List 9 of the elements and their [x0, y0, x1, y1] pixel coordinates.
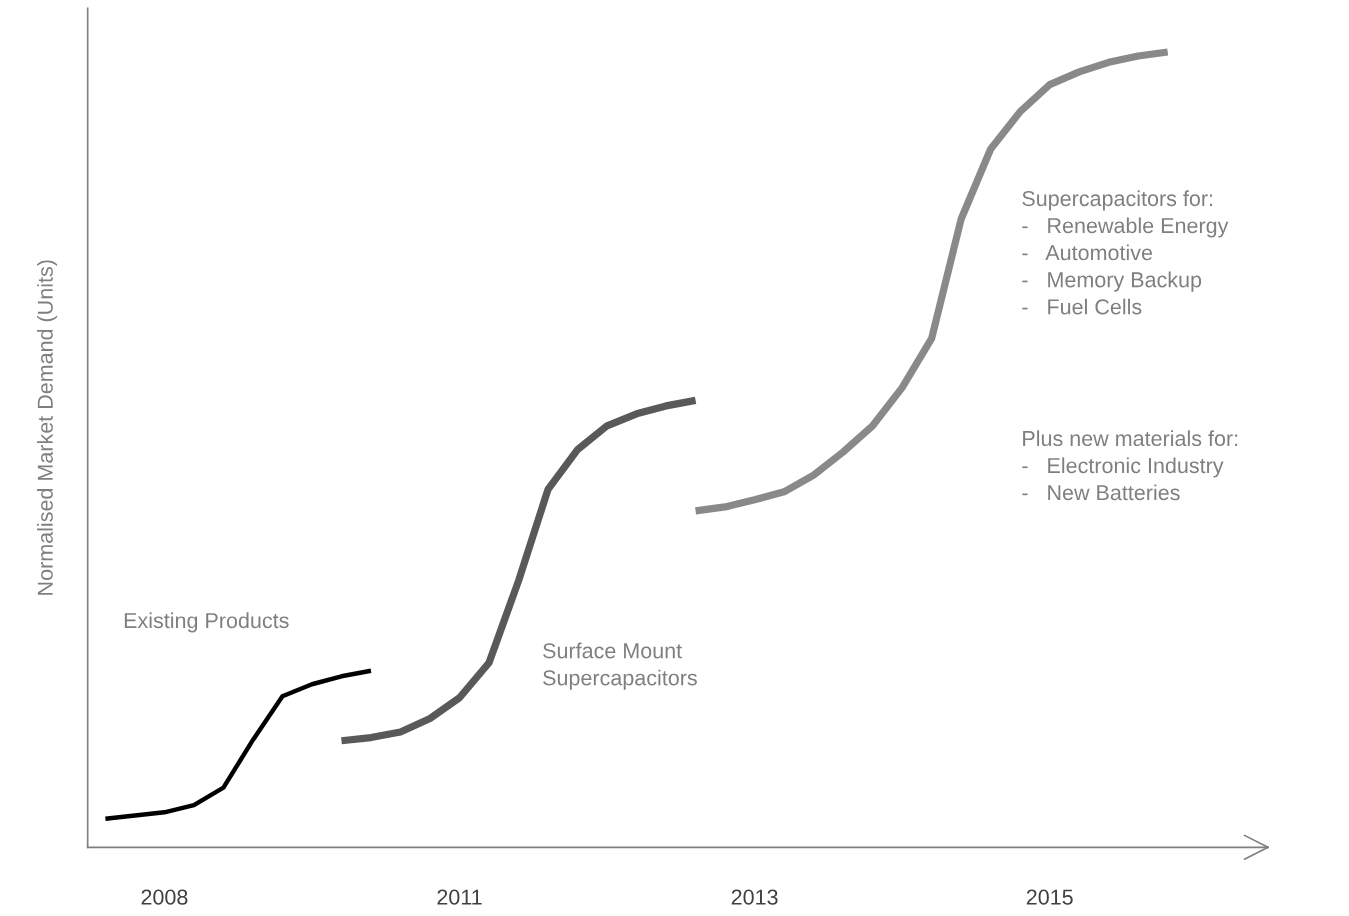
- annotation: Supercapacitors for: - Renewable Energy - Automotive - Memory Backup - Fuel Cells: [1022, 190, 1229, 315]
- annotation: Plus new materials for: - Electronic Industry - New Batteries: [1022, 430, 1238, 501]
- x-tick-label: 2008: [141, 889, 188, 905]
- x-tick-label: 2015: [1026, 889, 1073, 905]
- x-tick-label: 2011: [437, 889, 482, 905]
- x-tick-label: 2013: [731, 889, 778, 905]
- annotation: Surface Mount Supercapacitors: [543, 642, 697, 690]
- y-axis-title: Normalised Market Demand (Units): [37, 260, 58, 595]
- annotation: Existing Products: [124, 612, 289, 633]
